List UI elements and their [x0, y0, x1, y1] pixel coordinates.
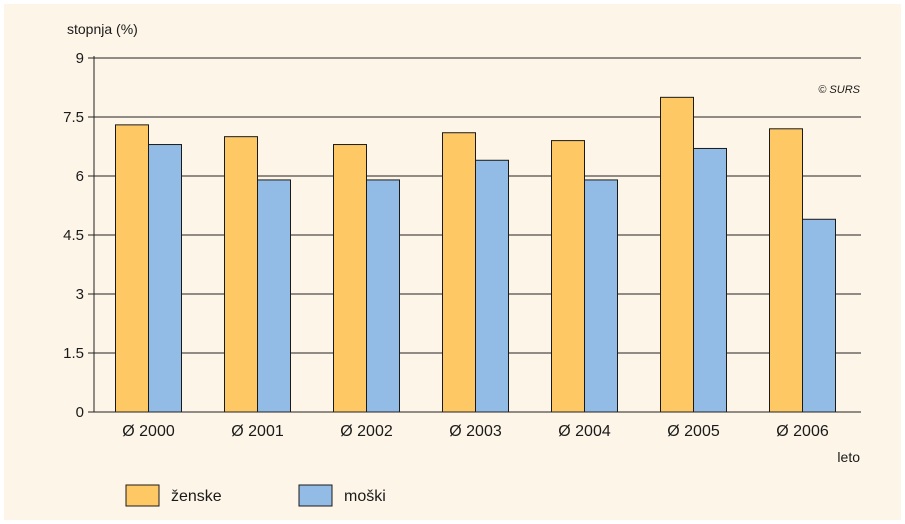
legend-label: moški — [344, 488, 386, 505]
legend: ženske moški — [125, 484, 386, 507]
category-labels: Ø 2000 Ø 2001 Ø 2002 Ø 2003 Ø 2004 Ø 2005 Ø 20… — [122, 423, 829, 440]
y-tick-labels: 0 1.5 3 4.5 6 7.5 9 — [63, 50, 84, 421]
bar-moski — [802, 218, 836, 413]
y-tick-label: 3 — [76, 286, 84, 303]
bar-moski — [366, 179, 400, 413]
y-tick-label: 0 — [76, 404, 84, 421]
x-tick-label: Ø 2005 — [667, 423, 720, 440]
bar-zenske — [442, 132, 476, 413]
y-axis-title: stopnja (%) — [67, 21, 138, 37]
bar-moski — [584, 179, 618, 413]
y-tick-label: 6 — [76, 168, 84, 185]
copyright-credit: © SURS — [818, 84, 860, 96]
bar-moski — [148, 144, 182, 413]
x-tick-label: Ø 2003 — [449, 423, 502, 440]
bars — [115, 96, 836, 413]
legend-label: ženske — [171, 488, 222, 505]
chart-panel: 0 1.5 3 4.5 6 7.5 9 Ø 2000 Ø 2001 Ø 2002 Ø 2003 Ø … — [4, 4, 901, 520]
y-tick-label: 4.5 — [63, 227, 84, 244]
bar-moski — [693, 147, 727, 413]
legend-swatch — [298, 484, 333, 507]
x-tick-label: Ø 2001 — [231, 423, 284, 440]
bar-zenske — [224, 136, 258, 413]
bar-zenske — [115, 124, 149, 413]
x-tick-label: Ø 2004 — [558, 423, 611, 440]
bar-zenske — [333, 144, 367, 413]
y-tick-label: 7.5 — [63, 109, 84, 126]
x-tick-label: Ø 2000 — [122, 423, 175, 440]
y-tick-label: 9 — [76, 50, 84, 67]
x-tick-label: Ø 2002 — [340, 423, 393, 440]
y-tick-label: 1.5 — [63, 345, 84, 362]
bar-moski — [257, 179, 291, 413]
x-axis-title: leto — [837, 449, 860, 465]
bar-zenske — [660, 96, 694, 413]
bar-chart: 01.534.567.59 Ø 2000 Ø 2001 Ø 2002 Ø 2003 Ø … — [63, 21, 861, 507]
bar-zenske — [551, 140, 585, 413]
bar-moski — [475, 159, 509, 413]
legend-swatch — [125, 484, 160, 507]
bar-zenske — [769, 128, 803, 413]
x-tick-label: Ø 2006 — [776, 423, 829, 440]
